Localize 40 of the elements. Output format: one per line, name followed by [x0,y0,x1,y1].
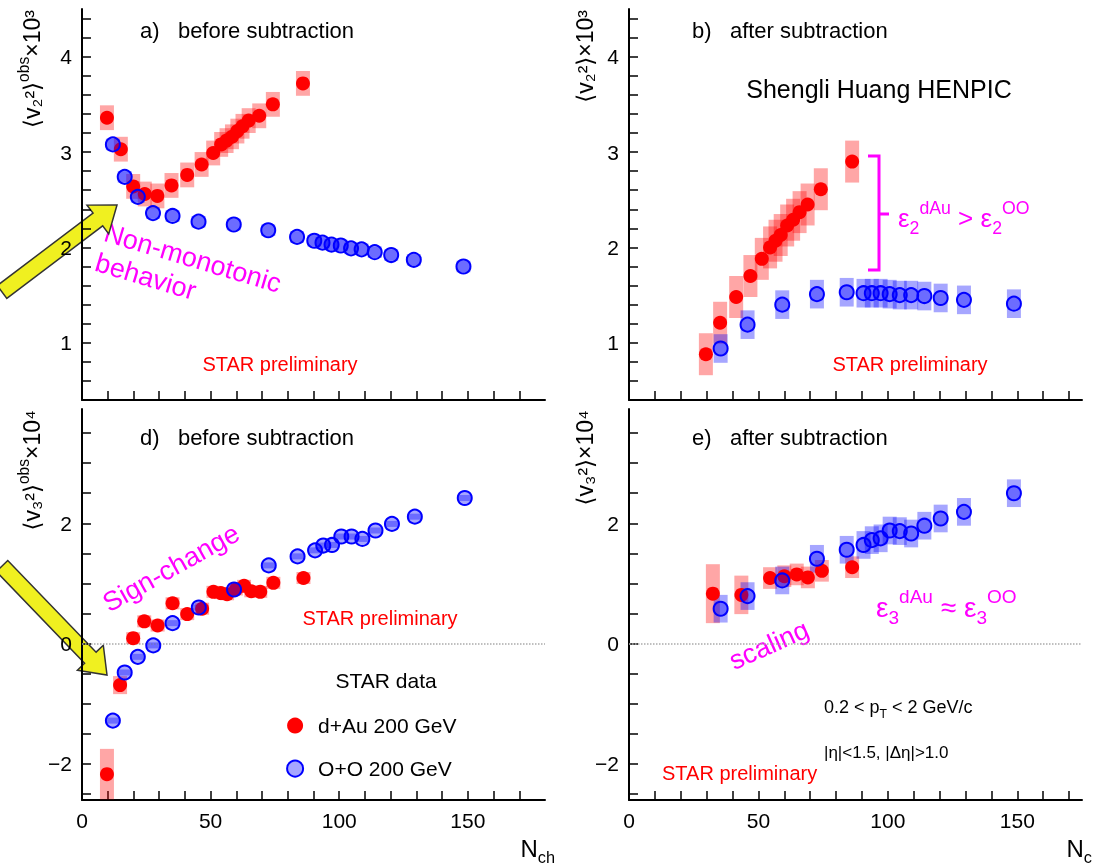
x-tick-label: 50 [198,809,223,832]
legend-title: STAR data [335,668,437,692]
chart-title: a) before subtraction [140,17,355,43]
text: e) after subtraction [692,424,888,450]
x-axis-title: N$_{c}$ [1066,834,1092,866]
y-tick-label: 2 [60,511,72,535]
y-axis-title: ⟨v₃²⟩×10⁴ [572,410,598,506]
x-axis-title: N$_{ch}$ [520,834,555,866]
legend-label: O+O 200 GeV [318,757,452,781]
y-tick-label: −2 [48,752,72,776]
annotation: |η|<1.5, |Δη|>1.0 [824,742,949,762]
y-tick-label: 3 [607,140,619,164]
annotation: STAR preliminary [202,353,358,375]
annotation: 0.2 < p$_{T}$ < 2 GeV/c [824,697,973,721]
annotation: scaling [724,614,814,676]
y-tick-label: 4 [60,45,73,69]
y-tick-label: 1 [60,331,72,355]
x-tick-label: 100 [870,809,906,832]
x-tick-label: 0 [623,809,635,832]
y-tick-label: −2 [595,752,619,776]
annotation: STAR preliminary [662,762,818,784]
x-tick-label: 100 [321,809,357,832]
y-tick-label: 1 [607,331,619,355]
text: d) before subtraction [140,424,355,450]
chart-title: b) after subtraction [692,17,888,43]
y-tick-label: 0 [60,632,72,656]
annotation: STAR preliminary [832,353,988,375]
x-tick-label: 150 [999,809,1035,832]
y-tick-label: 2 [607,511,619,535]
annotation: STAR preliminary [302,607,458,629]
legend-label: d+Au 200 GeV [318,714,457,738]
x-tick-label: 150 [450,809,486,832]
y-tick-label: 0 [607,632,619,656]
x-tick-label: 0 [76,809,88,832]
y-axis-title: ⟨v₂²⟩×10³ [572,9,598,103]
x-tick-label: 50 [746,809,771,832]
y-tick-label: 3 [60,140,72,164]
y-tick-label: 2 [607,235,619,259]
y-tick-label: 4 [607,45,620,69]
annotation: Shengli Huang HENPIC [746,75,1012,103]
